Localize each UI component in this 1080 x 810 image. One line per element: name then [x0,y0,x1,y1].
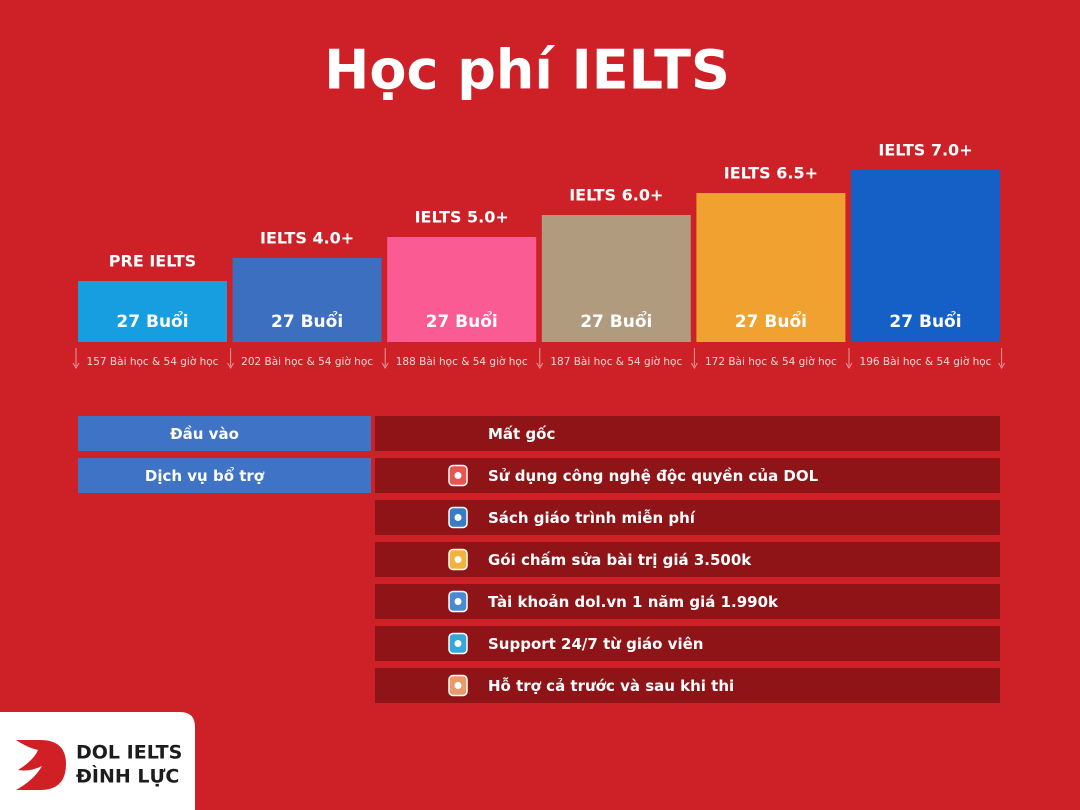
row-label-box [78,458,371,493]
feature-text: Mất gốc [488,424,555,443]
feature-row [375,542,1000,577]
feature-text: Tài khoản dol.vn 1 năm giá 1.990k [488,593,779,611]
course-detail: 172 Bài học & 54 giờ học [705,356,837,368]
page-title: Học phí IELTS [324,39,730,102]
course-detail: 196 Bài học & 54 giờ học [860,356,992,368]
row-label-box [78,416,371,451]
feature-row [375,458,1000,493]
feature-icon-dot [454,556,462,563]
course-name: IELTS 6.5+ [724,164,818,183]
feature-icon-dot [454,640,462,647]
arrow [381,362,389,369]
course-detail: 187 Bài học & 54 giờ học [550,356,682,368]
course-name: IELTS 7.0+ [878,141,972,160]
logo-mark [16,740,66,790]
feature-row [375,626,1000,661]
course-sessions: 27 Buổi [271,310,343,332]
course-bar [541,215,691,342]
feature-icon-dot [454,472,462,479]
logo-line1: DOL IELTS [76,742,182,764]
course-bar [851,170,1000,342]
course-detail: 157 Bài học & 54 giờ học [87,356,219,368]
feature-icon-dot [454,514,462,521]
course-bar [232,258,382,342]
course-name: IELTS 5.0+ [415,208,509,227]
feature-row [375,416,1000,451]
feature-text: Hỗ trợ cả trước và sau khi thi [488,677,734,695]
course-detail: 202 Bài học & 54 giờ học [241,356,373,368]
feature-icon-dot [454,598,462,605]
arrow [227,362,235,369]
feature-text: Support 24/7 từ giáo viên [488,635,703,653]
course-name: IELTS 6.0+ [569,186,663,205]
course-bar [387,237,537,342]
arrow [536,362,544,369]
course-sessions: 27 Buổi [580,310,652,332]
course-sessions: 27 Buổi [426,310,498,332]
arrow [690,362,698,369]
course-name: IELTS 4.0+ [260,229,354,248]
course-bar [78,281,227,342]
course-bar [696,193,846,342]
course-detail: 188 Bài học & 54 giờ học [396,356,528,368]
feature-text: Sách giáo trình miễn phí [488,509,696,527]
arrow [72,362,80,369]
course-name: PRE IELTS [109,252,196,271]
feature-text: Sử dụng công nghệ độc quyền của DOL [488,466,819,485]
feature-text: Gói chấm sửa bài trị giá 3.500k [488,551,752,569]
row-label: Đầu vào [170,425,239,443]
course-sessions: 27 Buổi [735,310,807,332]
row-label: Dịch vụ bổ trợ [145,466,265,485]
feature-icon-dot [454,682,462,689]
arrow [845,362,853,369]
feature-row [375,668,1000,703]
feature-row [375,500,1000,535]
arrow [998,362,1006,369]
course-sessions: 27 Buổi [116,310,188,332]
logo-line2: ĐÌNH LỰC [76,765,179,788]
course-sessions: 27 Buổi [889,310,961,332]
feature-row [375,584,1000,619]
